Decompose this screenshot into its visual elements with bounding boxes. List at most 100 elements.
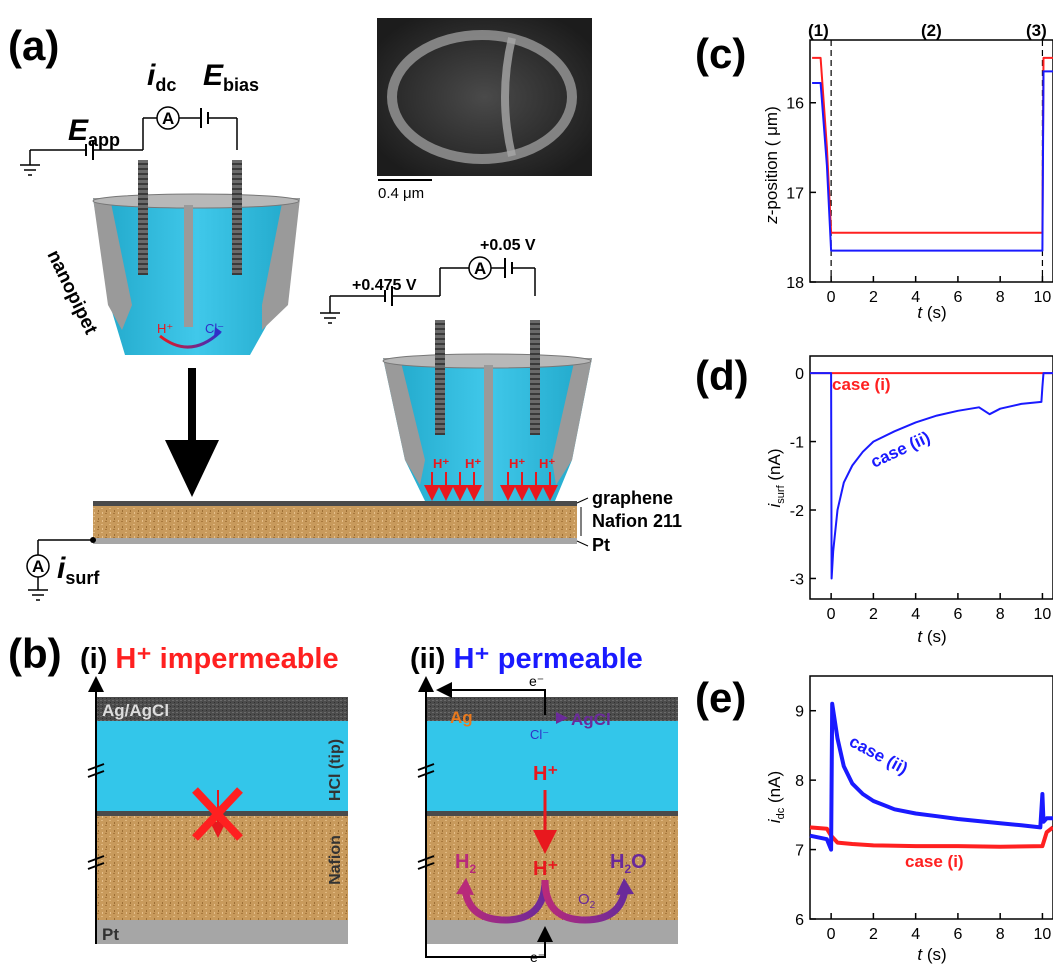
x-tick-label-d-5: 10 <box>1034 606 1052 623</box>
y-tick-label-e-3: 9 <box>795 704 804 721</box>
stage-3-label: (3) <box>1026 21 1047 40</box>
panel-e-label: (e) <box>695 674 746 721</box>
pt-label-i: Pt <box>102 925 119 944</box>
o2-label: O2 <box>578 891 596 911</box>
agcl-label: AgCl <box>571 710 611 729</box>
h-plus-bottom: H⁺ <box>533 858 558 880</box>
y-tick-label-c-0: 16 <box>786 96 804 113</box>
cl-label: Cl⁻ <box>530 727 549 742</box>
y-tick-label-e-0: 6 <box>795 912 804 929</box>
substrate: graphene Nafion 211 Pt <box>93 488 682 555</box>
y-tick-label-e-1: 7 <box>795 843 804 860</box>
panel-b-label: (b) <box>8 630 62 677</box>
x-tick-label-e-5: 10 <box>1034 926 1052 943</box>
v-app-label: +0.475 V <box>352 277 417 294</box>
blocked-x-icon <box>192 787 243 841</box>
panel-a: (a) 0.4 μm A i <box>8 18 682 601</box>
plot-c: 0 2 4 6 8 10 16 17 18 <box>786 40 1053 306</box>
ammeter-label: A <box>162 109 174 128</box>
h-plus-label: H⁺ <box>157 321 173 336</box>
x-tick-label-c-3: 6 <box>953 289 962 306</box>
x-tick-label-d-1: 2 <box>869 606 878 623</box>
panel-b: (b) (i) H⁺ impermeable (ii) H⁺ permeable A… <box>8 630 678 965</box>
case-ii-label-d: case (ii) <box>868 428 933 472</box>
case-i-label-d: case (i) <box>832 375 891 394</box>
sem-image: 0.4 μm <box>377 18 592 202</box>
case-i-label-e: case (i) <box>905 852 964 871</box>
cl-minus-label: Cl⁻ <box>205 321 224 336</box>
plot-d: 0 2 4 6 8 10 -3 -2 -1 0 <box>790 366 1053 623</box>
x-tick-label-d-3: 6 <box>953 606 962 623</box>
electron-bottom: e⁻ <box>530 949 545 965</box>
panel-b-i-title: (i) H⁺ impermeable <box>80 643 339 675</box>
ylabel-c: z-position ( μm) <box>762 106 781 224</box>
scale-bar-label: 0.4 μm <box>378 185 424 202</box>
e-bias-symbol: Ebias <box>203 59 259 95</box>
x-tick-label-c-0: 0 <box>827 289 836 306</box>
y-tick-label-d-2: -1 <box>790 435 804 452</box>
x-tick-label-e-0: 0 <box>827 926 836 943</box>
h-plus-2d: H⁺ <box>539 456 555 471</box>
ylabel-e: idc (nA) <box>765 771 787 823</box>
h2o-label: H2O <box>610 851 647 876</box>
ylabel-d: isurf (nA) <box>765 449 787 508</box>
i-dc-symbol: idc <box>147 59 176 95</box>
x-tick-label-c-1: 2 <box>869 289 878 306</box>
ammeter-surf-label: A <box>32 557 44 576</box>
stage-2-label: (2) <box>921 21 942 40</box>
h-plus-top: H⁺ <box>533 763 558 785</box>
isurf-circuit <box>26 539 93 601</box>
panel-c: (c) (1) (2) (3) 0 2 4 6 8 10 16 17 18 z-position… <box>695 21 1053 322</box>
x-tick-label-c-5: 10 <box>1034 289 1052 306</box>
panel-a-label: (a) <box>8 22 59 69</box>
panel-d-label: (d) <box>695 352 749 399</box>
x-tick-label-e-1: 2 <box>869 926 878 943</box>
x-tick-label-e-3: 6 <box>953 926 962 943</box>
pipette1-circuit <box>20 106 238 176</box>
y-tick-label-c-2: 18 <box>786 275 804 292</box>
electron-top: e⁻ <box>529 673 544 689</box>
panel-b-ii-title: (ii) H⁺ permeable <box>410 643 643 675</box>
series-c-1 <box>812 70 1053 252</box>
nanopipet-label: nanopipet <box>43 247 102 338</box>
y-tick-label-d-1: -2 <box>790 503 804 520</box>
xlabel-e: t (s) <box>917 945 946 964</box>
case-ii-label-e: case (ii) <box>846 732 911 778</box>
ag-label: Ag <box>450 708 473 727</box>
plot-e: 0 2 4 6 8 10 6 7 8 9 <box>795 701 1053 943</box>
h-plus-2b: H⁺ <box>465 456 481 471</box>
pt-label: Pt <box>592 535 610 555</box>
pipette2-circuit <box>320 256 536 324</box>
x-tick-label-d-4: 8 <box>996 606 1005 623</box>
ag-agcl-label-i: Ag/AgCl <box>102 701 169 720</box>
y-tick-label-c-1: 17 <box>786 185 804 202</box>
series-e-1 <box>809 701 1053 852</box>
layers-ii: e⁻ e⁻ Ag AgCl Cl⁻ H⁺ H⁺ H2 H2O O2 <box>417 673 678 965</box>
x-tick-label-d-2: 4 <box>911 606 920 623</box>
h-plus-2c: H⁺ <box>509 456 525 471</box>
h-plus-2a: H⁺ <box>433 456 449 471</box>
ammeter2-label: A <box>474 259 486 278</box>
xlabel-d: t (s) <box>917 627 946 646</box>
x-tick-label-d-0: 0 <box>827 606 836 623</box>
stage-1-label: (1) <box>808 21 829 40</box>
e-app-symbol: Eapp <box>68 114 120 150</box>
x-tick-label-c-4: 8 <box>996 289 1005 306</box>
nanopipette-1: H⁺ Cl⁻ <box>92 160 300 355</box>
x-tick-label-e-2: 4 <box>911 926 920 943</box>
nanopipette-2: H⁺ H⁺ H⁺ H⁺ <box>382 320 592 501</box>
y-tick-label-e-2: 8 <box>795 773 804 790</box>
series-c-0 <box>812 56 1053 234</box>
i-surf-symbol: isurf <box>57 552 100 588</box>
nafion-label-i: Nafion <box>327 835 344 885</box>
nafion-211-label: Nafion 211 <box>592 511 682 531</box>
layers-i: Ag/AgCl Pt HCl (tip) Nafion <box>87 676 348 944</box>
hcl-label-i: HCl (tip) <box>327 739 344 801</box>
x-tick-label-c-2: 4 <box>911 289 920 306</box>
series-e-0 <box>809 825 1053 849</box>
v-bias-label: +0.05 V <box>480 237 536 254</box>
series-d-1 <box>810 372 1053 580</box>
y-tick-label-d-0: -3 <box>790 571 804 588</box>
